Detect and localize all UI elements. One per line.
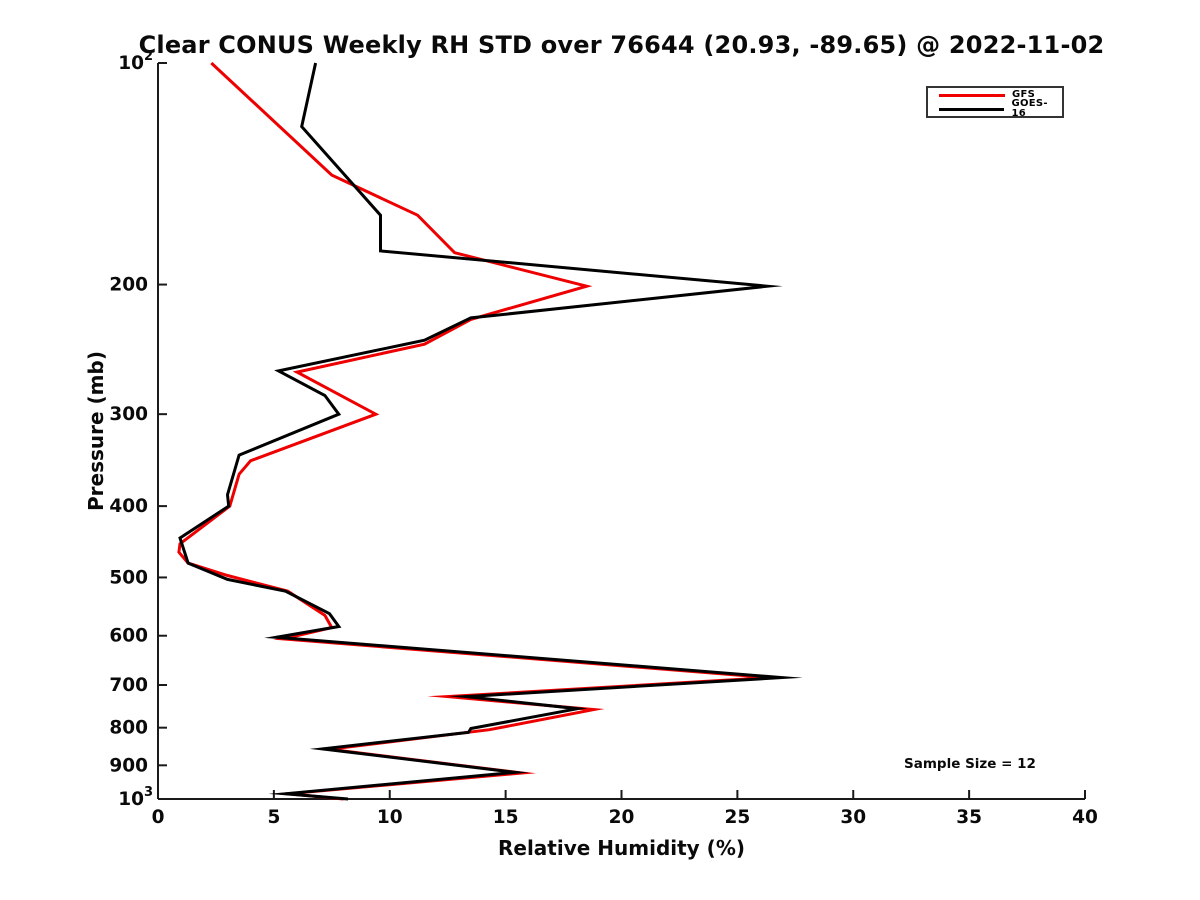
x-tick-label: 35 <box>956 807 982 828</box>
x-tick-label: 20 <box>609 807 635 828</box>
y-tick-label: 103 <box>118 785 153 810</box>
legend-label-gfs: GFS <box>1012 89 1036 100</box>
x-tick-label: 5 <box>267 807 280 828</box>
gfs-line-swatch <box>939 93 1005 97</box>
legend-entry-gfs: GFS <box>939 90 1062 101</box>
x-tick-label: 15 <box>493 807 519 828</box>
goes16-line-swatch <box>939 107 1005 111</box>
x-tick-label: 30 <box>840 807 866 828</box>
legend-entry-goes16: GOES-16 <box>939 99 1062 119</box>
y-tick-label: 600 <box>109 626 148 647</box>
y-tick-label: 300 <box>109 404 148 425</box>
x-axis-label: Relative Humidity (%) <box>497 836 746 860</box>
y-tick-label: 900 <box>109 755 148 776</box>
legend-label-goes16: GOES-16 <box>1011 98 1048 119</box>
y-tick-label: 700 <box>109 675 148 696</box>
y-axis-label: Pressure (mb) <box>84 351 108 511</box>
x-tick-label: 0 <box>152 807 165 828</box>
y-tick-label: 102 <box>118 49 153 74</box>
series-line-gfs <box>177 61 792 801</box>
x-tick-label: 25 <box>725 807 751 828</box>
y-tick-label: 800 <box>109 718 148 739</box>
y-tick-label: 400 <box>109 496 148 517</box>
chart-title: Clear CONUS Weekly RH STD over 76644 (20… <box>138 31 1105 59</box>
x-tick-label: 40 <box>1072 807 1098 828</box>
x-tick-label: 10 <box>377 807 403 828</box>
y-tick-label: 500 <box>109 567 148 588</box>
legend: GFS GOES-16 <box>926 86 1064 119</box>
series-line-goes-16 <box>178 62 803 801</box>
y-tick-label: 200 <box>109 275 148 296</box>
sample-size-annotation: Sample Size = 12 <box>904 756 1036 772</box>
